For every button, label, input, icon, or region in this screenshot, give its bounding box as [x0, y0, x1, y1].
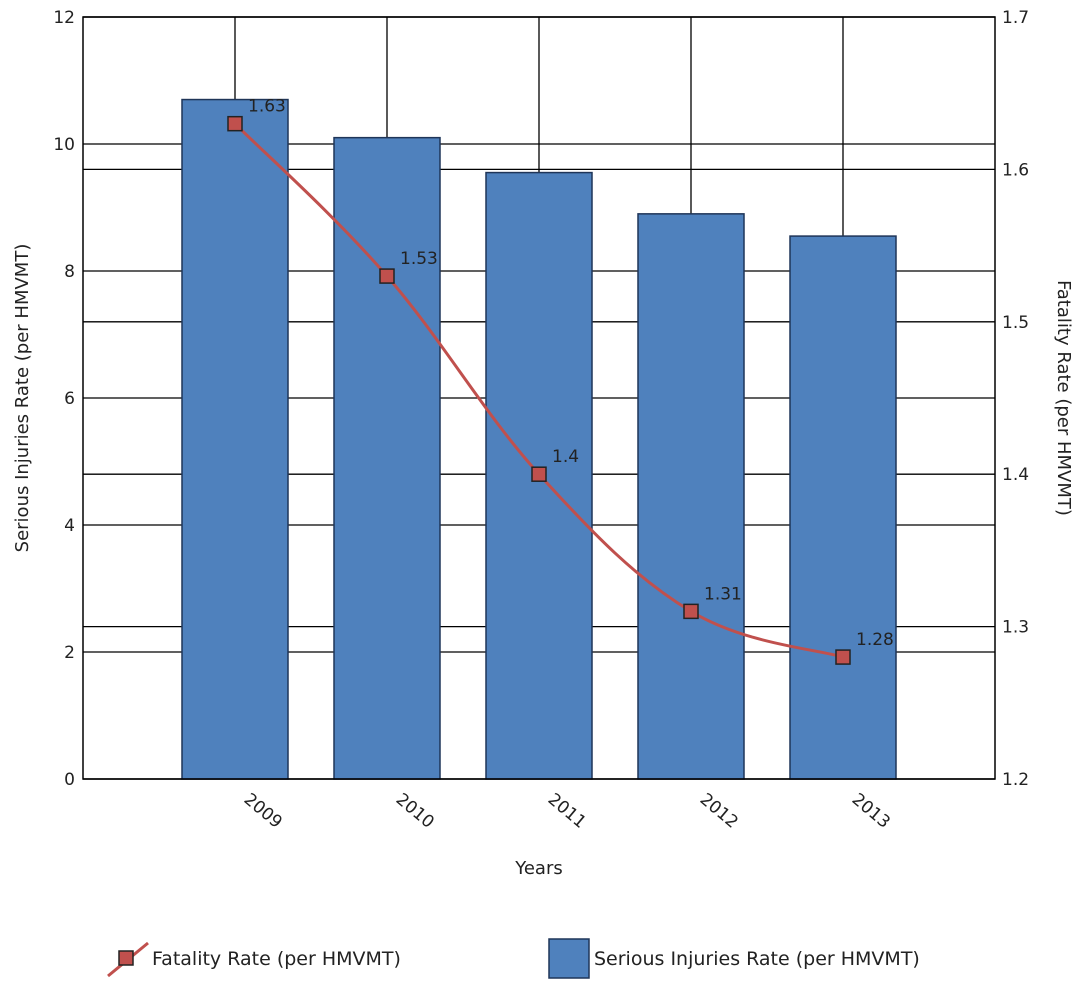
- left-tick-label: 2: [64, 643, 75, 663]
- x-axis-ticks: 2009 2010 2011 2012 2013: [240, 790, 894, 833]
- bars: [181, 98, 897, 780]
- legend: Fatality Rate (per HMVMT) Serious Injuri…: [107, 938, 920, 979]
- left-axis-ticks: 0 2 4 6 8 10 12: [53, 8, 75, 790]
- right-tick-label: 1.5: [1002, 313, 1029, 333]
- right-tick-label: 1.2: [1002, 770, 1029, 790]
- fatality-point-2011: [531, 466, 547, 482]
- fatality-point-2012: [683, 603, 699, 620]
- bar-2013: [789, 235, 897, 780]
- x-tick-label-2011: 2011: [544, 790, 590, 833]
- legend-label-serious-injuries: Serious Injuries Rate (per HMVMT): [594, 948, 920, 970]
- data-label-2011: 1.4: [552, 447, 579, 467]
- x-axis-title: Years: [514, 858, 563, 879]
- left-tick-label: 8: [64, 262, 75, 282]
- right-tick-label: 1.3: [1002, 618, 1029, 638]
- fatality-point-2013: [835, 649, 851, 665]
- plot-border: [82, 16, 996, 780]
- plot-frame: [82, 16, 996, 780]
- fatality-point-2010: [379, 268, 395, 284]
- data-label-2010: 1.53: [400, 249, 438, 269]
- left-tick-label: 12: [53, 8, 75, 28]
- left-tick-label: 4: [64, 516, 75, 536]
- x-tick-label-2009: 2009: [240, 790, 286, 833]
- right-tick-label: 1.7: [1002, 8, 1029, 28]
- right-axis-title: Fatality Rate (per HMVMT): [1053, 280, 1074, 516]
- x-tick-label-2013: 2013: [848, 790, 894, 833]
- legend-label-fatality: Fatality Rate (per HMVMT): [152, 948, 401, 970]
- data-label-2012: 1.31: [704, 584, 742, 604]
- bar-2009: [181, 98, 289, 780]
- left-tick-label: 10: [53, 135, 75, 155]
- left-tick-label: 6: [64, 389, 75, 409]
- legend-bar-swatch: [548, 938, 590, 979]
- left-axis-title: Serious Injuries Rate (per HMVMT): [12, 244, 33, 553]
- data-label-2009: 1.63: [248, 97, 286, 117]
- legend-item-fatality: Fatality Rate (per HMVMT): [107, 941, 401, 978]
- legend-item-serious-injuries: Serious Injuries Rate (per HMVMT): [548, 938, 920, 979]
- fatality-line-series: [227, 115, 851, 665]
- bar-2012: [637, 213, 745, 780]
- x-tick-label-2010: 2010: [392, 790, 438, 833]
- right-axis-ticks: 1.2 1.3 1.4 1.5 1.6 1.7: [1002, 8, 1029, 790]
- x-tick-label-2012: 2012: [696, 790, 742, 833]
- right-tick-label: 1.4: [1002, 465, 1029, 485]
- bar-2010: [333, 136, 441, 780]
- legend-marker-swatch: [118, 950, 134, 966]
- data-label-2013: 1.28: [856, 630, 894, 650]
- right-tick-label: 1.6: [1002, 160, 1029, 180]
- data-labels: 1.63 1.53 1.4 1.31 1.28: [248, 97, 894, 650]
- left-tick-label: 0: [64, 770, 75, 790]
- fatality-point-2009: [227, 115, 243, 132]
